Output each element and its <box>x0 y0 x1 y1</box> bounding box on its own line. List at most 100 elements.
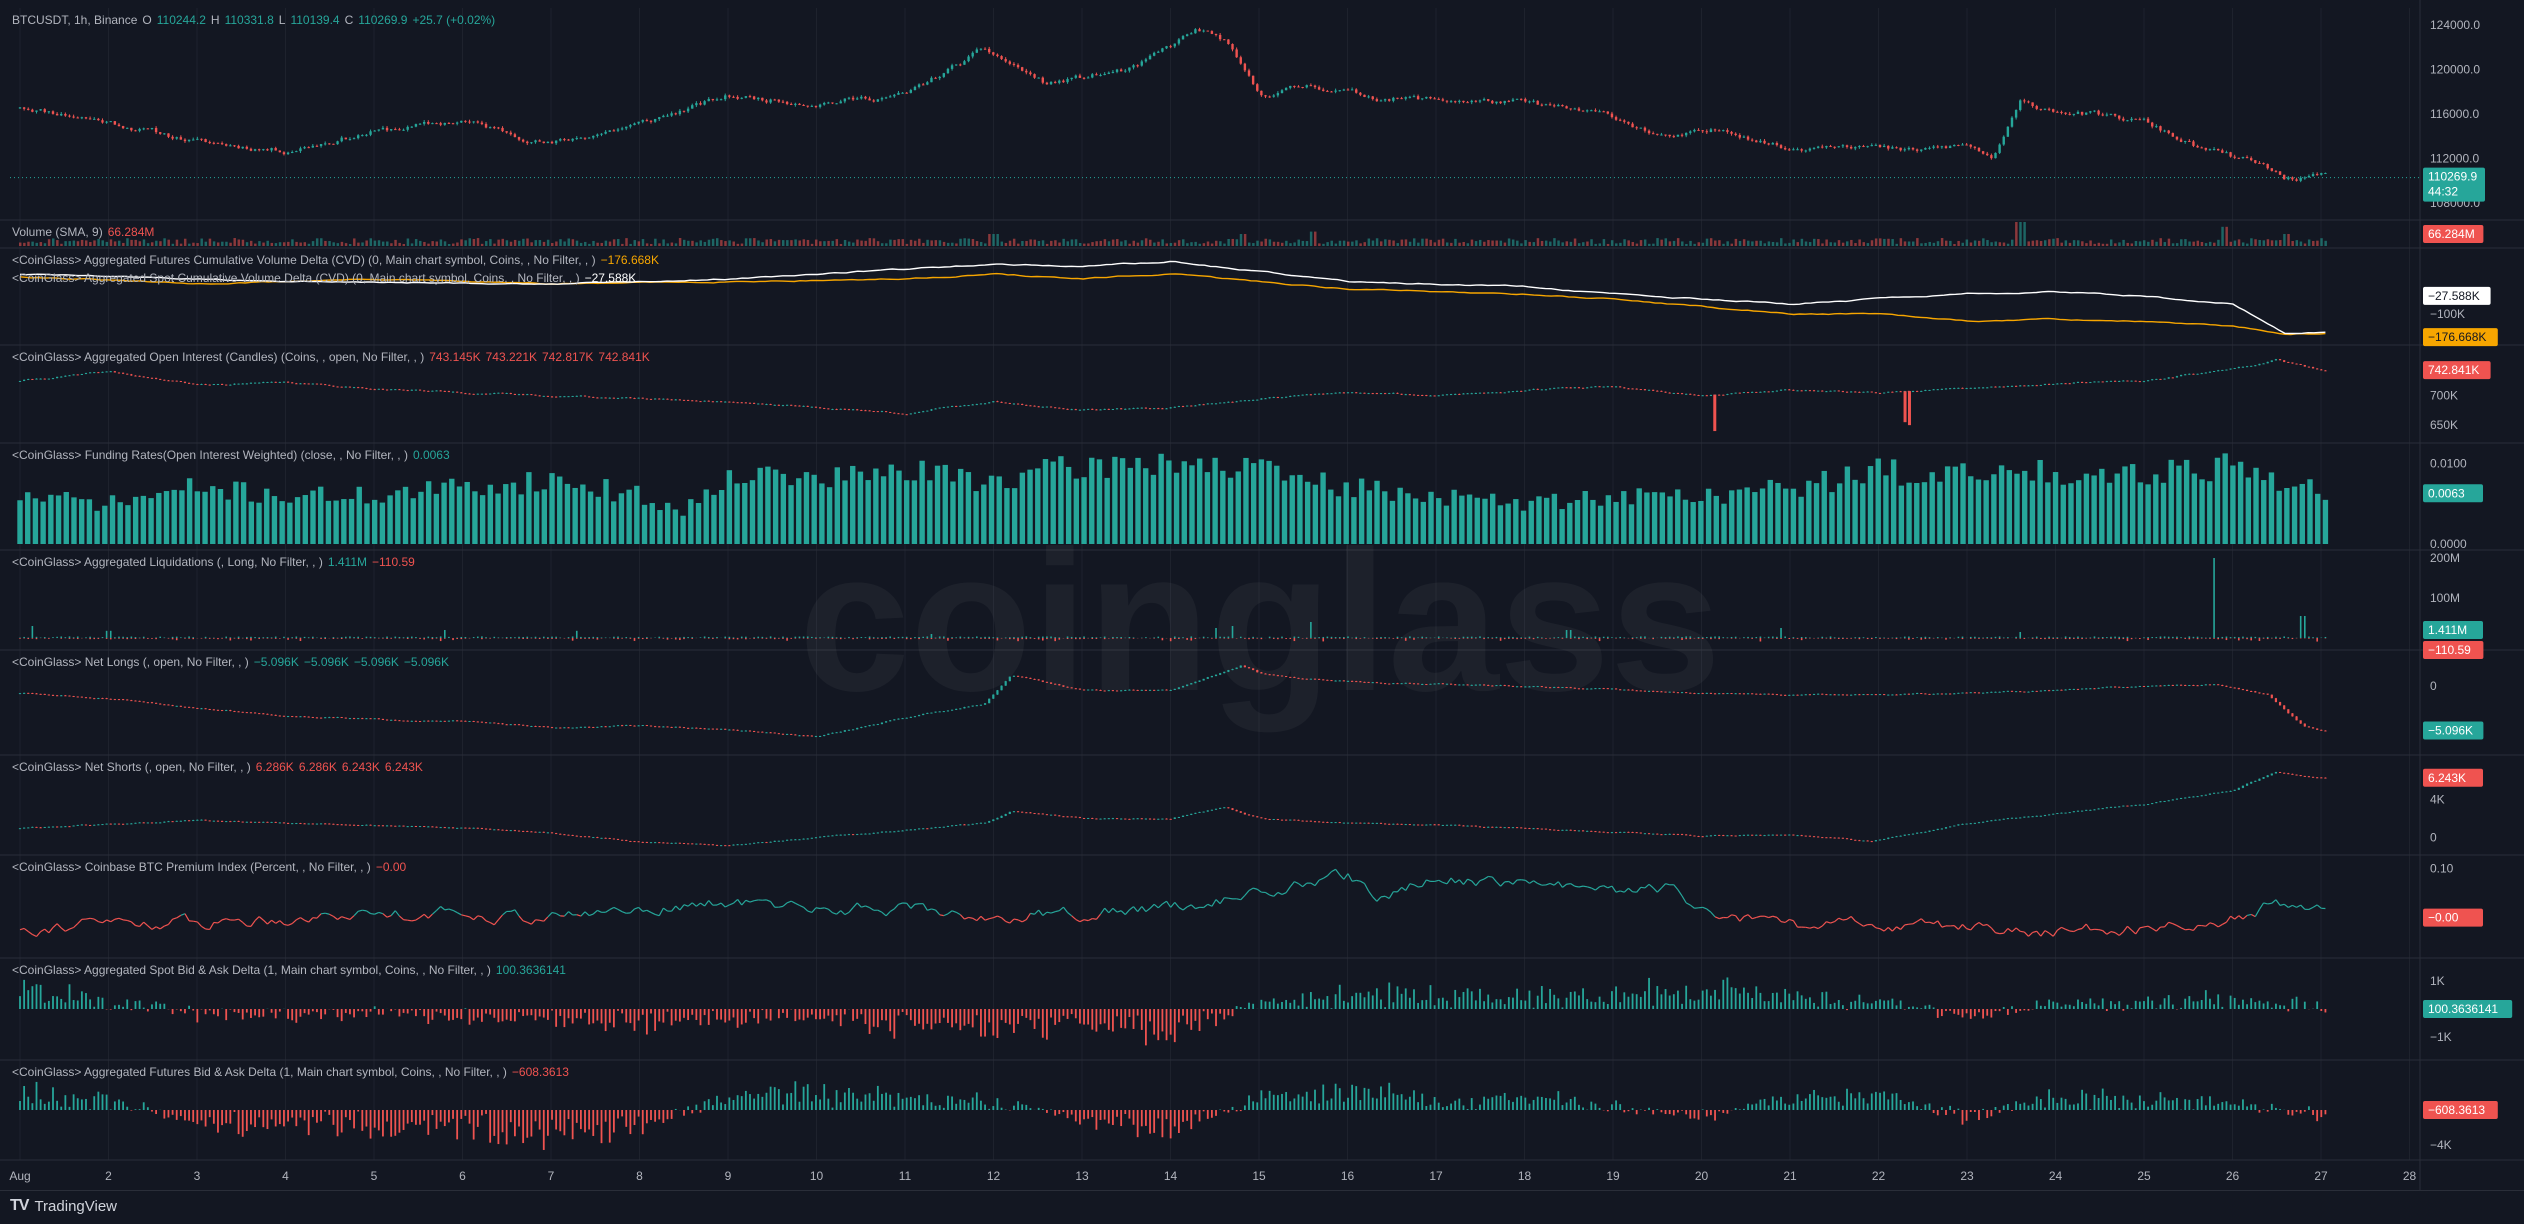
volume-bar <box>19 243 21 246</box>
net_shorts-candle <box>1029 812 1031 813</box>
price-candle <box>976 49 978 52</box>
net_longs-candle <box>576 727 578 728</box>
price-candle <box>596 135 598 136</box>
net_shorts-candle <box>1623 832 1625 833</box>
volume-legend-part: Volume (SMA, 9) <box>12 225 103 239</box>
volume-bar <box>1982 238 1984 246</box>
volume-bar <box>1524 240 1526 246</box>
price-candle <box>1920 150 1922 151</box>
oi-y-tick: 700K <box>2430 388 2458 402</box>
oi-candle <box>2027 385 2029 386</box>
net_shorts-candle <box>349 825 351 826</box>
price-candle <box>1190 33 1192 34</box>
oi-candle <box>1611 386 1613 387</box>
net_longs-candle <box>2201 685 2203 686</box>
price-candle <box>303 147 305 148</box>
oi-candle <box>1570 387 1572 388</box>
net_longs-candle <box>89 697 91 698</box>
net_shorts-candle <box>1306 821 1308 822</box>
net_longs-candle <box>2279 702 2281 705</box>
net_longs-legend-part: <CoinGlass> Net Longs (, open, No Filter… <box>12 655 249 669</box>
net_longs-candle <box>798 735 800 736</box>
oi-candle <box>1953 388 1955 389</box>
price-legend-part: BTCUSDT, 1h, Binance <box>12 13 138 27</box>
price-legend-part: +25.7 (+0.02%) <box>412 13 495 27</box>
volume-bar <box>320 238 322 246</box>
price-candle <box>299 148 301 151</box>
net_shorts-candle <box>530 831 532 832</box>
volume-bar <box>464 240 466 246</box>
price-candle <box>543 142 545 143</box>
price-candle <box>97 119 99 120</box>
price-candle <box>114 121 116 124</box>
price-candle <box>1165 46 1167 48</box>
price-candle <box>1528 101 1530 102</box>
price-candle <box>1417 96 1419 99</box>
net_longs-candle <box>518 724 520 725</box>
volume-bar <box>205 242 207 246</box>
volume-bar <box>753 238 755 246</box>
net_longs-candle <box>1405 683 1407 684</box>
oi-candle <box>984 403 986 404</box>
oi-candle <box>2163 379 2165 380</box>
oi-candle <box>1582 388 1584 389</box>
net_shorts-candle <box>1640 833 1642 834</box>
net_longs-candle <box>600 726 602 727</box>
price-candle <box>2176 137 2178 140</box>
net_longs-candle <box>1421 684 1423 685</box>
oi-candle <box>745 402 747 403</box>
volume-bar <box>1784 243 1786 246</box>
volume-bar <box>1207 242 1209 246</box>
volume-bar <box>1269 239 1271 246</box>
net_shorts-candle <box>283 822 285 823</box>
net_shorts-candle <box>139 822 141 823</box>
oi-candle <box>1702 395 1704 396</box>
price-candle <box>1095 74 1097 75</box>
volume-bar <box>361 242 363 246</box>
net_longs-candle <box>134 701 136 702</box>
price-candle <box>633 123 635 125</box>
oi-candle <box>588 396 590 397</box>
oi-candle <box>1574 387 1576 388</box>
oi-candle <box>943 407 945 408</box>
volume-bar <box>1673 241 1675 246</box>
net_longs-candle <box>312 717 314 718</box>
oi-candle <box>468 394 470 395</box>
price-candle <box>1974 147 1976 148</box>
volume-bar <box>1953 244 1955 246</box>
volume-bar <box>1669 241 1671 246</box>
net_longs-candle <box>2287 709 2289 713</box>
volume-bar <box>1590 239 1592 246</box>
net_shorts-candle <box>563 834 565 835</box>
net_shorts-candle <box>1433 824 1435 825</box>
oi-candle <box>1644 389 1646 390</box>
price-candle <box>1945 146 1947 148</box>
price-candle <box>1838 146 1840 147</box>
volume-bar <box>1347 242 1349 246</box>
net_longs-candle <box>790 734 792 735</box>
net_longs-candle <box>106 698 108 699</box>
net_longs-candle <box>2225 686 2227 687</box>
volume-bar <box>2147 242 2149 246</box>
oi-candle <box>2291 362 2293 363</box>
net_longs-candle <box>1615 688 1617 689</box>
volume-bar <box>2250 238 2252 246</box>
net_shorts-candle <box>662 842 664 843</box>
volume-bar <box>2192 242 2194 246</box>
volume-bar <box>1475 241 1477 246</box>
oi-candle <box>2225 370 2227 371</box>
volume-bar <box>1075 239 1077 246</box>
volume-bar <box>444 241 446 246</box>
price-candle <box>213 143 215 144</box>
net_shorts-candle <box>1297 820 1299 821</box>
price-candle <box>1231 44 1233 49</box>
net_longs-candle <box>97 698 99 699</box>
net_shorts-candle <box>1339 822 1341 823</box>
net_longs-candle <box>1697 693 1699 694</box>
volume-bar <box>1186 243 1188 246</box>
oi-candle <box>576 396 578 397</box>
volume-bar <box>1388 240 1390 246</box>
net_shorts-candle <box>782 841 784 842</box>
net_shorts-candle <box>204 820 206 821</box>
